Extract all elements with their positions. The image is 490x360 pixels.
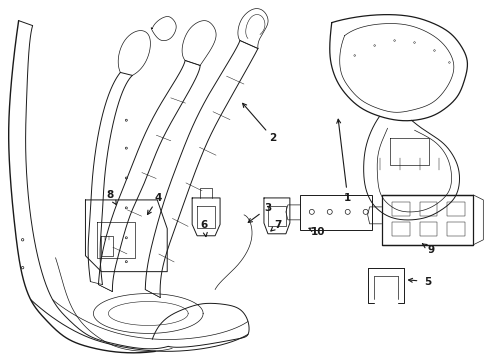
Text: 7: 7 <box>274 220 282 230</box>
Bar <box>382 195 473 245</box>
Bar <box>447 202 465 216</box>
Bar <box>419 222 438 236</box>
Text: 1: 1 <box>344 193 351 203</box>
Text: 10: 10 <box>311 227 325 237</box>
Text: 5: 5 <box>424 276 431 287</box>
Bar <box>419 202 438 216</box>
Bar <box>392 202 410 216</box>
Text: 9: 9 <box>428 245 435 255</box>
Text: 4: 4 <box>154 193 162 203</box>
Bar <box>447 222 465 236</box>
Bar <box>300 195 371 230</box>
Text: 8: 8 <box>107 190 114 200</box>
Bar <box>392 222 410 236</box>
Text: 2: 2 <box>270 133 276 143</box>
Text: 6: 6 <box>200 220 208 230</box>
Text: 3: 3 <box>264 203 271 213</box>
